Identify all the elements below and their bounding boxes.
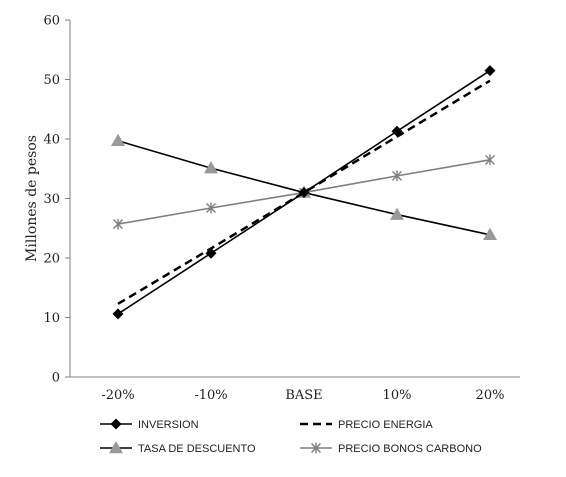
- legend-item-inversion: INVERSION: [100, 418, 199, 431]
- point-marker: [205, 247, 217, 259]
- legend: INVERSION PRECIO ENERGIA TASA DE DESCUENTO…: [100, 418, 482, 455]
- y-tick-label: 0: [52, 371, 60, 386]
- y-tick-label: 30: [43, 192, 60, 207]
- point-marker: [485, 154, 495, 166]
- point-marker: [111, 133, 125, 147]
- y-axis-title: Millones de pesos: [24, 135, 40, 262]
- point-marker: [113, 218, 123, 230]
- y-tick-label: 10: [43, 311, 60, 326]
- legend-label: INVERSION: [138, 419, 199, 431]
- x-tick-label: 10%: [383, 388, 412, 403]
- x-tick-label: -20%: [101, 388, 134, 403]
- y-tick-label: 50: [43, 73, 60, 88]
- point-marker: [110, 418, 122, 430]
- series-layer: [111, 65, 497, 320]
- legend-item-tasa-de-descuento: TASA DE DESCUENTO: [100, 441, 256, 455]
- point-marker: [206, 202, 216, 214]
- point-marker: [391, 125, 403, 137]
- point-marker: [311, 442, 321, 454]
- point-marker: [390, 207, 404, 220]
- point-marker: [298, 187, 310, 199]
- point-marker: [392, 170, 402, 182]
- series-precio-energia: [117, 79, 491, 305]
- y-tick-label: 40: [43, 133, 60, 148]
- point-marker: [112, 308, 124, 320]
- legend-label: PRECIO ENERGIA: [338, 419, 433, 431]
- point-marker: [483, 227, 497, 241]
- legend-label: TASA DE DESCUENTO: [138, 443, 256, 455]
- series-line: [117, 79, 491, 305]
- y-tick-label: 60: [43, 14, 60, 29]
- point-marker: [484, 65, 496, 77]
- legend-item-precio-bonos-carbono: PRECIO BONOS CARBONO: [300, 442, 482, 455]
- point-marker: [109, 441, 123, 454]
- legend-label: PRECIO BONOS CARBONO: [338, 443, 482, 455]
- y-tick-label: 20: [43, 252, 60, 267]
- x-tick-label: 20%: [476, 388, 505, 403]
- series-inversion: [112, 65, 496, 320]
- x-tick-label: -10%: [194, 388, 227, 403]
- legend-item-precio-energia: PRECIO ENERGIA: [300, 419, 433, 431]
- axes: 0 10 20 30 40 50 60 -20% -10% BASE 10% 20% Millones …: [24, 14, 520, 403]
- point-marker: [204, 161, 218, 174]
- series-tasa-de-descuento: [111, 133, 497, 241]
- x-tick-label: BASE: [285, 388, 322, 403]
